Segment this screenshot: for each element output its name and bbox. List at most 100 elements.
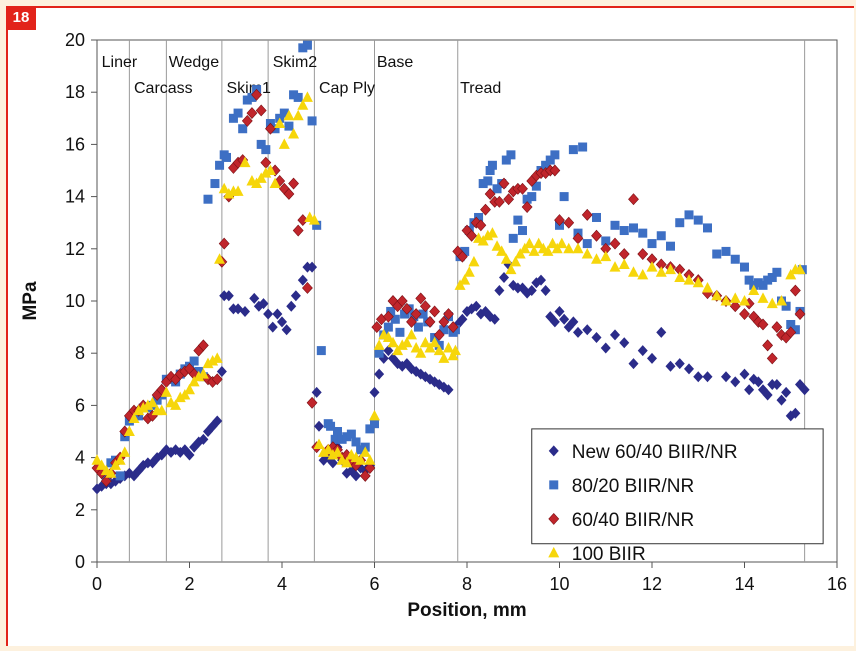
data-point	[559, 192, 569, 202]
data-point	[474, 212, 484, 222]
data-point	[721, 246, 731, 256]
y-tick-label: 14	[65, 187, 85, 207]
data-point	[786, 319, 796, 329]
data-point	[264, 164, 276, 175]
region-label: Skim2	[273, 54, 318, 71]
data-point	[460, 246, 470, 256]
data-point	[730, 254, 740, 264]
data-point	[457, 313, 468, 325]
x-tick-label: 8	[462, 574, 472, 594]
data-point	[790, 325, 800, 335]
data-point	[748, 284, 760, 296]
data-point	[197, 368, 209, 379]
data-point	[739, 295, 750, 306]
data-point	[438, 352, 450, 363]
data-point	[762, 339, 774, 352]
data-point	[568, 145, 578, 155]
data-point	[693, 371, 704, 383]
data-point	[712, 249, 722, 259]
data-point	[314, 420, 324, 432]
y-tick-label: 12	[65, 239, 85, 259]
data-point	[396, 295, 408, 307]
data-point	[443, 341, 454, 353]
data-point	[498, 177, 510, 190]
data-point	[364, 462, 376, 474]
data-point	[619, 337, 630, 349]
data-point	[656, 231, 666, 241]
data-point	[341, 456, 353, 468]
data-point	[527, 192, 537, 202]
y-axis-label: MPa	[20, 281, 41, 321]
data-point	[766, 352, 778, 365]
data-point	[568, 316, 579, 328]
data-point	[600, 250, 612, 262]
data-point	[500, 253, 512, 264]
data-point	[212, 415, 223, 427]
legend-box	[531, 428, 824, 545]
data-point	[439, 325, 449, 335]
y-tick-label: 18	[65, 82, 85, 102]
y-tick-label: 6	[75, 395, 85, 415]
data-point	[757, 318, 769, 331]
data-point	[487, 160, 497, 170]
data-point	[739, 368, 750, 380]
data-point	[492, 184, 502, 194]
data-point	[771, 379, 782, 391]
data-point	[443, 384, 454, 396]
data-point	[468, 255, 480, 267]
data-point	[258, 298, 269, 310]
data-point	[647, 239, 657, 249]
x-tick-label: 2	[184, 574, 194, 594]
data-point	[355, 454, 367, 465]
data-point	[485, 166, 495, 175]
y-tick-label: 0	[75, 552, 85, 572]
data-point	[729, 292, 741, 303]
figure-frame	[6, 6, 854, 646]
data-point	[293, 92, 303, 102]
data-point	[255, 104, 267, 117]
plot-card: Liner Carcass Wedge Skim1 Skim2 Cap Ply Base Tr…	[8, 8, 854, 646]
data-point	[563, 242, 575, 254]
data-point	[115, 471, 125, 481]
data-point	[776, 295, 787, 306]
data-point	[721, 371, 731, 383]
data-point	[418, 309, 428, 319]
data-point	[506, 150, 516, 160]
data-point	[740, 262, 749, 272]
data-point	[757, 292, 769, 303]
data-point	[429, 336, 441, 348]
data-point	[531, 181, 541, 191]
data-point	[794, 308, 806, 320]
data-point	[246, 107, 258, 120]
data-point	[486, 227, 498, 238]
data-point	[781, 301, 791, 311]
data-point	[776, 394, 787, 406]
data-point	[96, 459, 108, 470]
x-tick-label: 16	[827, 574, 847, 594]
data-point	[549, 316, 560, 328]
data-point	[241, 114, 253, 127]
data-point	[483, 176, 493, 186]
data-point	[119, 446, 131, 457]
data-point	[771, 321, 783, 334]
data-point	[547, 237, 559, 249]
data-point	[790, 407, 801, 419]
data-point	[518, 226, 527, 236]
data-point	[369, 386, 380, 398]
data-point	[665, 360, 676, 372]
data-point	[419, 336, 431, 348]
data-point	[550, 150, 560, 160]
data-point	[210, 179, 220, 189]
legend-marker	[549, 480, 559, 490]
data-point	[489, 313, 500, 325]
data-point	[674, 271, 686, 283]
data-point	[789, 284, 801, 297]
data-point	[216, 365, 227, 377]
data-point	[265, 122, 276, 135]
data-point	[665, 263, 676, 275]
data-point	[549, 164, 561, 177]
y-tick-label: 2	[75, 500, 85, 520]
data-point	[693, 215, 703, 225]
data-point	[365, 424, 375, 434]
data-point	[189, 356, 199, 366]
